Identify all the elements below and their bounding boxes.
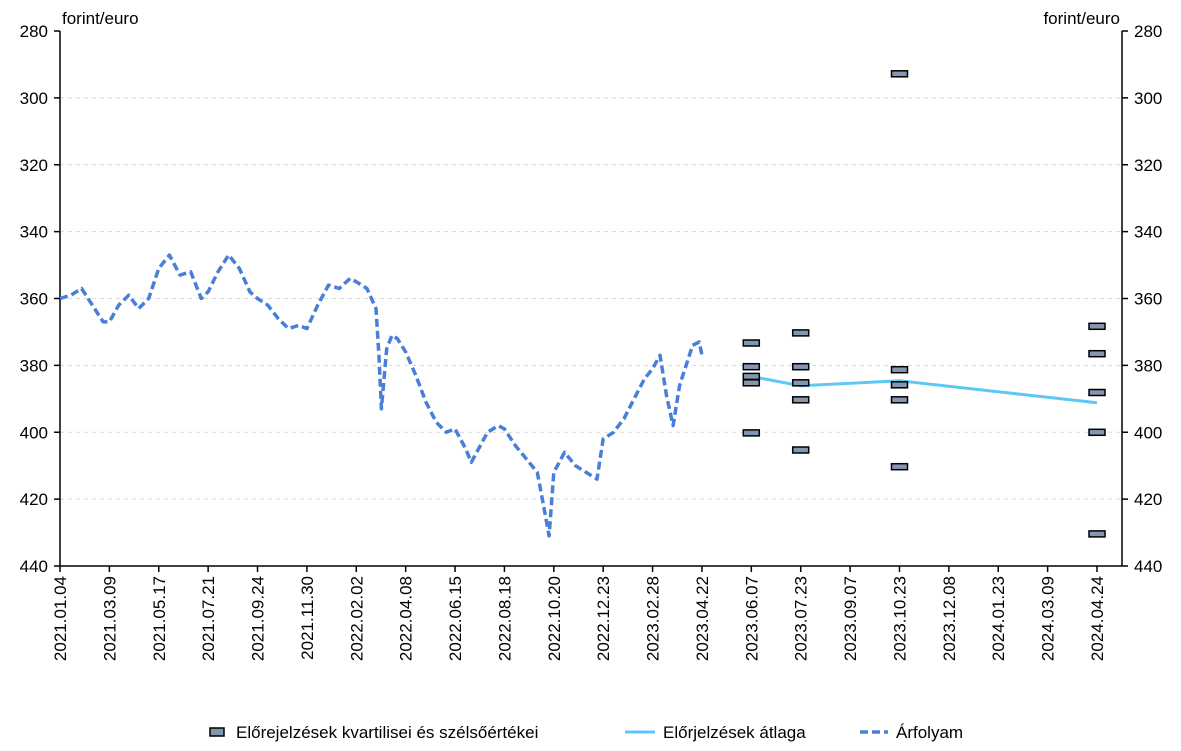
rate-series-layer (59, 253, 704, 538)
right-y-tick-label-280: 280 (1134, 22, 1162, 41)
left-y-tick-label-380: 380 (20, 356, 48, 375)
legend-label-mean: Előrjelzések átlaga (663, 723, 806, 742)
mean-series-layer (751, 374, 1098, 405)
x-tick-label-2021.03.09: 2021.03.09 (100, 576, 119, 661)
right-y-tick-label-400: 400 (1134, 423, 1162, 442)
x-tick-label-2024.04.24: 2024.04.24 (1088, 576, 1107, 661)
quartile-marker-0 (742, 339, 761, 347)
right-y-tick-label-300: 300 (1134, 89, 1162, 108)
x-tick-label-2024.03.09: 2024.03.09 (1039, 576, 1058, 661)
x-tick-label-2021.07.21: 2021.07.21 (199, 576, 218, 661)
left-y-tick-label-320: 320 (20, 156, 48, 175)
x-tick-label-2022.12.23: 2022.12.23 (594, 576, 613, 661)
quartile-marker-19 (1088, 530, 1106, 538)
quartile-marker-5 (791, 329, 810, 337)
right-y-tick-label-320: 320 (1134, 156, 1162, 175)
x-tick-label-2023.04.22: 2023.04.22 (693, 576, 712, 661)
right-y-tick-label-340: 340 (1134, 223, 1162, 242)
quartile-marker-2 (742, 372, 761, 381)
x-tick-label-2022.06.15: 2022.06.15 (446, 576, 465, 661)
quartile-marker-13 (890, 396, 909, 404)
x-tick-label-2021.01.04: 2021.01.04 (51, 576, 70, 661)
x-tick-label-2022.02.02: 2022.02.02 (347, 576, 366, 661)
legend-label-quartiles: Előrejelzések kvartilisei és szélsőérték… (236, 723, 538, 742)
x-tick-label-2021.11.30: 2021.11.30 (298, 576, 317, 660)
left-y-tick-label-360: 360 (20, 290, 48, 309)
legend-swatch-quartiles (209, 727, 225, 737)
x-tick-label-2023.02.28: 2023.02.28 (644, 576, 663, 661)
left-unit-label: forint/euro (62, 9, 139, 28)
quartile-marker-10 (890, 70, 909, 78)
quartile-marker-6 (791, 362, 810, 371)
left-y-tick-label-280: 280 (20, 22, 48, 41)
x-tick-label-2022.04.08: 2022.04.08 (397, 576, 416, 661)
quartile-marker-7 (791, 379, 810, 387)
legend: Előrejelzések kvartilisei és szélsőérték… (209, 723, 963, 742)
legend-item-rate: Árfolyam (860, 723, 963, 742)
legend-item-mean: Előrjelzések átlaga (625, 723, 806, 742)
x-tick-label-2023.10.23: 2023.10.23 (890, 576, 909, 661)
quartile-marker-9 (791, 446, 810, 454)
x-tick-label-2023.12.08: 2023.12.08 (940, 576, 959, 661)
quartile-marker-12 (890, 381, 909, 389)
right-y-tick-label-360: 360 (1134, 290, 1162, 309)
right-y-tick-label-440: 440 (1134, 557, 1162, 576)
rate-series-line (59, 253, 704, 538)
grid-layer (60, 97, 1122, 500)
x-tick-label-2021.09.24: 2021.09.24 (249, 576, 268, 661)
x-tick-label-2023.06.07: 2023.06.07 (742, 576, 761, 661)
x-tick-label-2022.10.20: 2022.10.20 (545, 576, 564, 661)
x-tick-label-2022.08.18: 2022.08.18 (495, 576, 514, 661)
x-tick-label-2023.07.23: 2023.07.23 (792, 576, 811, 661)
right-y-tick-label-380: 380 (1134, 356, 1162, 375)
quartile-marker-4 (742, 429, 761, 437)
left-y-tick-label-420: 420 (20, 490, 48, 509)
x-tick-label-2023.09.07: 2023.09.07 (841, 576, 860, 661)
quartile-marker-15 (1088, 322, 1106, 331)
quartile-marker-16 (1088, 349, 1106, 358)
quartile-marker-11 (890, 365, 909, 374)
quartile-marker-14 (890, 462, 909, 471)
left-y-tick-label-440: 440 (20, 557, 48, 576)
legend-item-quartiles: Előrejelzések kvartilisei és szélsőérték… (209, 723, 538, 742)
quartile-marker-3 (742, 379, 761, 387)
mean-series-line (751, 374, 1098, 405)
left-y-tick-label-400: 400 (20, 423, 48, 442)
quartile-marker-17 (1088, 388, 1106, 397)
legend-label-rate: Árfolyam (896, 723, 963, 742)
left-y-tick-label-340: 340 (20, 223, 48, 242)
x-tick-label-2024.01.23: 2024.01.23 (989, 576, 1008, 661)
axes-layer: forint/euro forint/euro (59, 9, 1123, 567)
right-unit-label: forint/euro (1043, 9, 1120, 28)
quartile-marker-1 (742, 362, 761, 371)
right-y-tick-label-420: 420 (1134, 490, 1162, 509)
x-tick-label-2021.05.17: 2021.05.17 (150, 576, 169, 661)
quartile-markers-layer (742, 70, 1106, 538)
quartile-marker-18 (1088, 428, 1106, 437)
quartile-marker-8 (791, 396, 810, 404)
ticks-layer: 280 280 300 300 320 320 340 340 360 360 380 380 400 4… (20, 22, 1163, 661)
left-y-tick-label-300: 300 (20, 89, 48, 108)
